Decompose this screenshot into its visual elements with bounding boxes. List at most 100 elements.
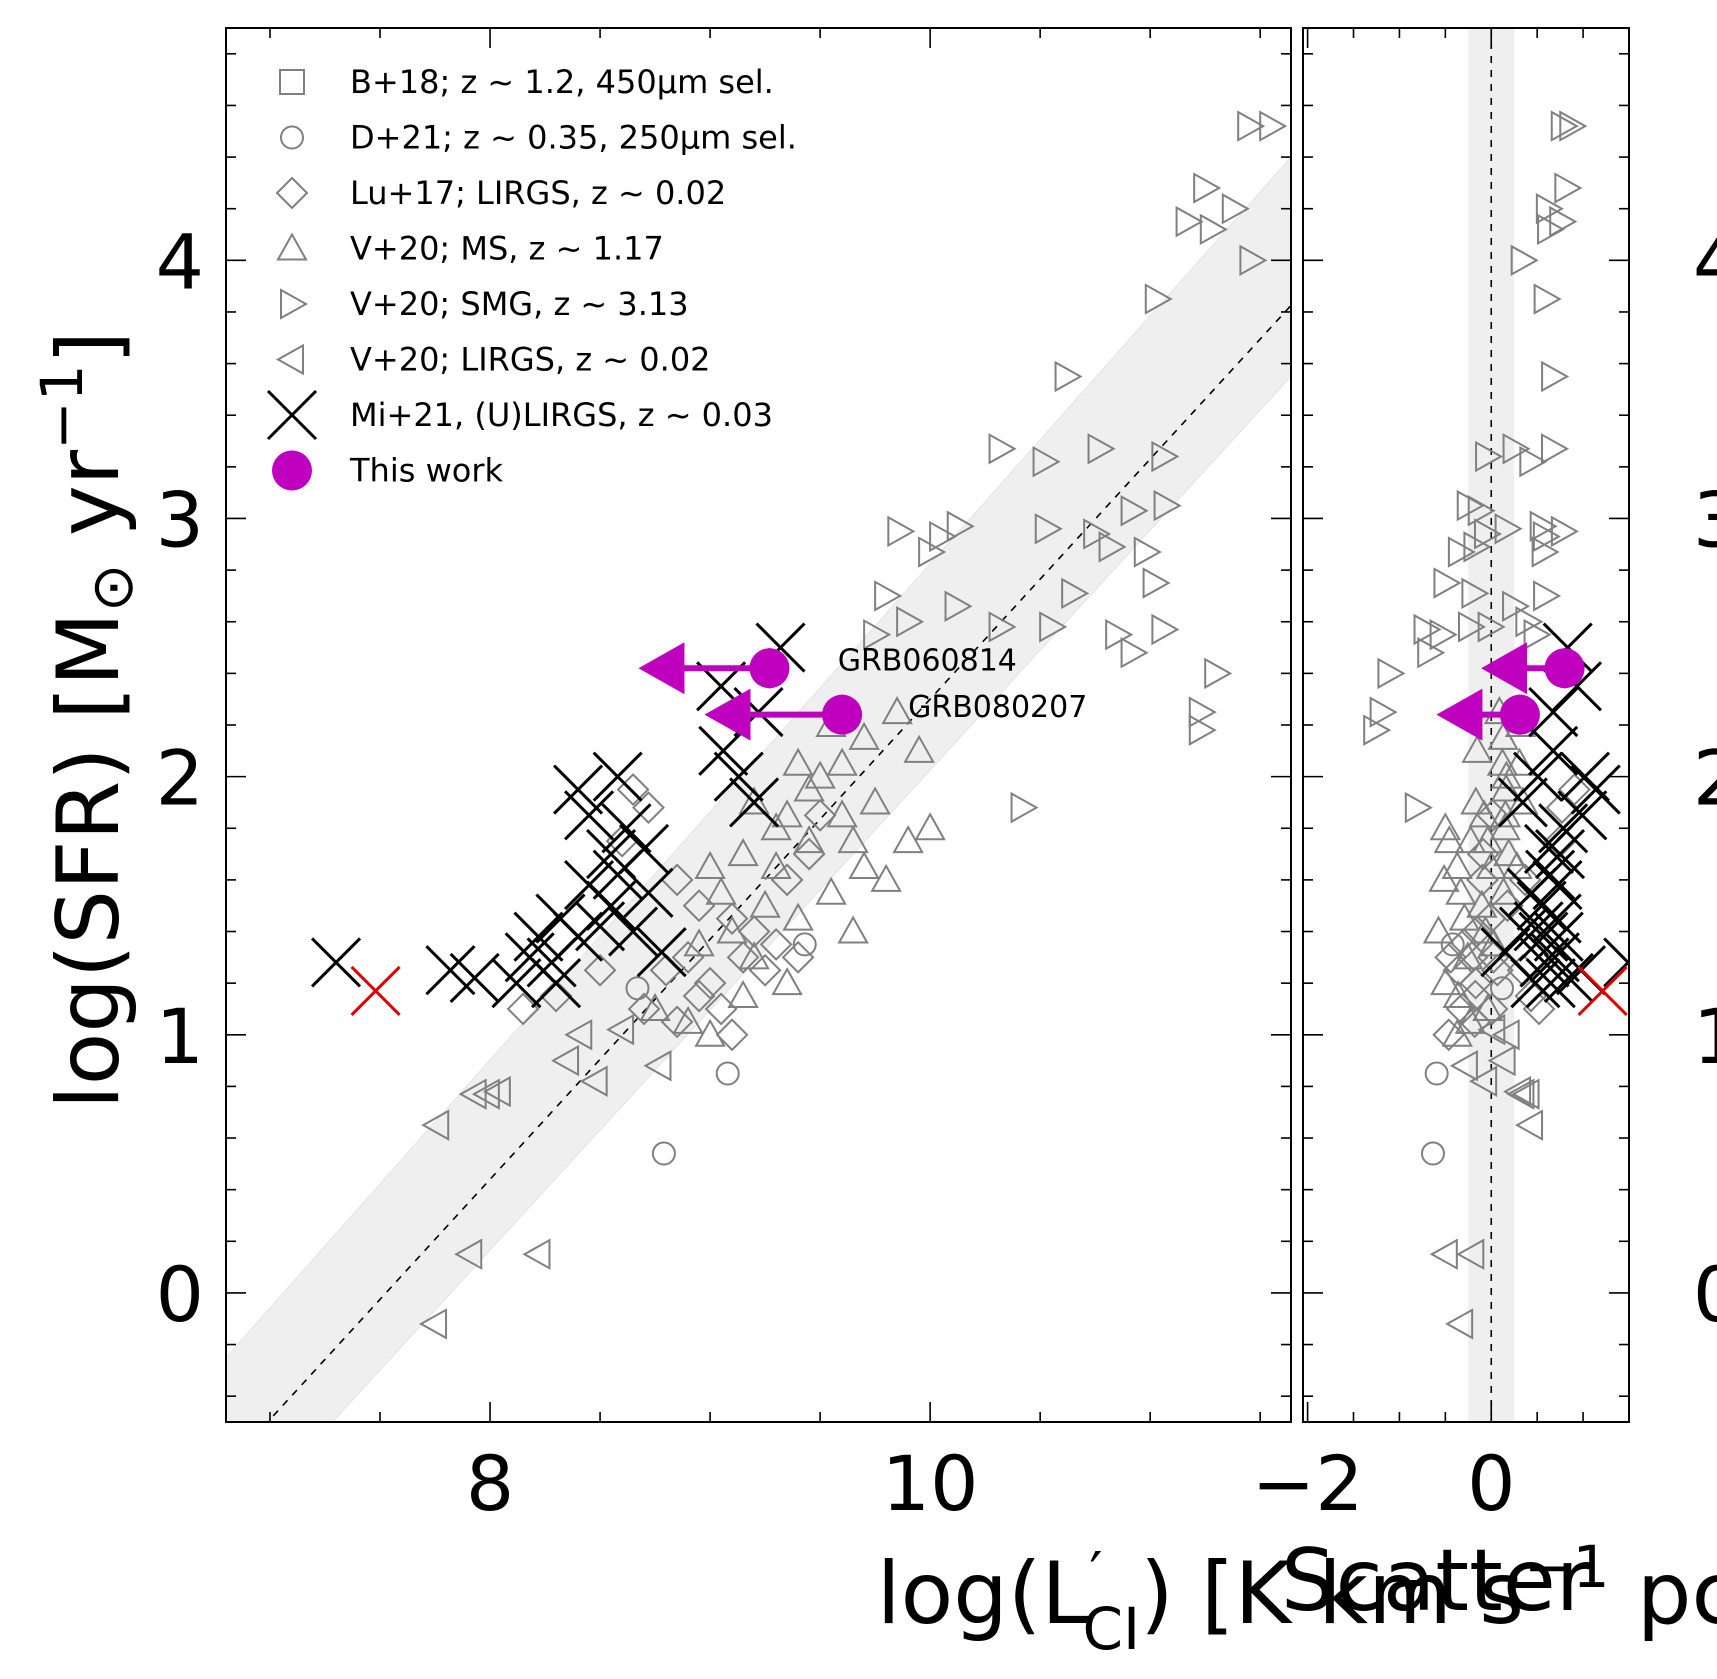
- scatter-residual-point: [1428, 863, 1460, 892]
- x-axis-label-scatter: Scatter: [1281, 1531, 1592, 1631]
- legend-marker: [275, 343, 304, 376]
- legend-entry: Mi+21, (U)LIRGS, z ~ 0.03: [266, 389, 773, 441]
- data-point: [738, 941, 770, 970]
- y-tick-label: 2: [1693, 734, 1717, 823]
- scatter-residual-point: [1457, 611, 1487, 643]
- data-point: [781, 940, 815, 974]
- data-point: [749, 648, 790, 689]
- legend-entry: D+21; z ~ 0.35, 250μm sel.: [280, 119, 797, 157]
- scatter-residual-point: [1476, 798, 1510, 832]
- data-point: [988, 433, 1017, 465]
- scatter-residual-point: [1429, 812, 1462, 841]
- data-point: [458, 1078, 487, 1110]
- data-point: [726, 940, 760, 974]
- y-tick-label: 3: [1693, 475, 1717, 564]
- scatter-residual-point: [1503, 1075, 1532, 1108]
- scatter-residual-point: [1570, 764, 1621, 815]
- scatter-residual-point: [1489, 976, 1514, 1001]
- legend-label: Mi+21, (U)LIRGS, z ~ 0.03: [350, 396, 773, 434]
- data-point: [1188, 714, 1217, 746]
- data-point: [1032, 445, 1061, 478]
- grb-annotation: GRB060814: [838, 643, 1017, 678]
- legend-entry: This work: [272, 450, 503, 491]
- scatter-residual-point: [1532, 520, 1561, 553]
- scatter-residual-point: [1550, 515, 1579, 548]
- scatter-residual-point: [1541, 433, 1570, 465]
- data-point: [929, 520, 958, 553]
- scatter-residual-point: [1523, 823, 1575, 874]
- data-point: [1105, 618, 1134, 651]
- scatter-residual-point: [1491, 889, 1524, 923]
- data-point: [1054, 360, 1083, 393]
- y-tick-label: 0: [1693, 1250, 1717, 1339]
- scatter-residual-point: [1472, 825, 1504, 854]
- scatter-residual-point: [1544, 648, 1585, 689]
- y-tick-label: 0: [156, 1250, 204, 1339]
- legend-entry: B+18; z ~ 1.2, 450μm sel.: [279, 63, 774, 101]
- scatter-residual-point: [1454, 825, 1487, 854]
- x-tick-label: 0: [1467, 1439, 1515, 1528]
- data-point: [1153, 489, 1182, 522]
- data-point: [482, 1075, 511, 1108]
- data-point: [606, 1013, 635, 1046]
- data-point: [639, 992, 671, 1021]
- data-point: [918, 536, 947, 568]
- data-point: [1120, 637, 1149, 669]
- scatter-residual-point: [1535, 192, 1564, 225]
- scatter-plot-panel: −2 0 0 1 2 3 4: [1252, 27, 1717, 1528]
- legend-label: Lu+17; LIRGS, z ~ 0.02: [350, 174, 726, 212]
- scatter-residual-point: [1429, 618, 1458, 651]
- scatter-residual-point: [1545, 791, 1579, 825]
- data-point: [1010, 791, 1039, 824]
- grb-annotation: GRB080207: [908, 690, 1087, 725]
- scatter-residual-point: [1447, 536, 1476, 568]
- scatter-residual-point: [1491, 1019, 1520, 1051]
- legend-marker: [280, 125, 304, 150]
- data-point: [694, 850, 726, 879]
- legend-entry: V+20; MS, z ~ 1.17: [276, 230, 664, 268]
- data-point: [716, 915, 748, 944]
- scatter-residual-point: [1458, 979, 1492, 1013]
- data-point: [1221, 192, 1250, 225]
- scatter-residual-point: [1513, 901, 1564, 952]
- scatter-residual-point: [1422, 915, 1455, 944]
- data-point: [1151, 613, 1180, 646]
- data-point: [627, 992, 661, 1026]
- data-point: [683, 928, 715, 957]
- data-point: [837, 915, 869, 944]
- scatter-residual-point: [1537, 213, 1566, 246]
- data-point: [803, 798, 837, 832]
- scatter-residual-point: [1448, 902, 1481, 931]
- scatter-residual-point: [1502, 433, 1531, 465]
- scatter-residual-point: [1456, 1238, 1485, 1270]
- data-point: [632, 791, 665, 825]
- y-tick-label: 4: [156, 217, 204, 306]
- data-point: [623, 867, 674, 918]
- scatter-residual-point: [1449, 1050, 1478, 1082]
- data-point: [946, 510, 975, 542]
- fit-uncertainty-band: [226, 156, 1291, 1422]
- y-tick-label: 2: [156, 734, 204, 823]
- scatter-residual-point: [1369, 696, 1398, 728]
- data-point: [859, 786, 891, 815]
- data-point: [748, 953, 782, 987]
- data-point: [903, 734, 935, 763]
- data-point: [863, 618, 892, 651]
- data-point: [636, 927, 687, 978]
- scatter-residual-point: [1494, 513, 1523, 545]
- data-point: [616, 773, 650, 806]
- y-tick-label: 1: [1693, 992, 1717, 1081]
- scatter-residual-point: [1472, 992, 1504, 1021]
- scatter-residual-point: [1541, 360, 1570, 393]
- data-point: [1237, 110, 1266, 142]
- data-point: [713, 751, 764, 802]
- legend-entry: V+20; LIRGS, z ~ 0.02: [275, 341, 711, 379]
- data-point: [1087, 433, 1116, 465]
- scatter-residual-point: [1441, 850, 1473, 879]
- data-point: [771, 799, 803, 828]
- scatter-residual-point: [1503, 747, 1536, 776]
- legend-label: V+20; LIRGS, z ~ 0.02: [350, 341, 711, 379]
- data-point: [698, 725, 749, 776]
- scatter-residual-point: [1512, 751, 1564, 802]
- data-point: [1193, 172, 1222, 204]
